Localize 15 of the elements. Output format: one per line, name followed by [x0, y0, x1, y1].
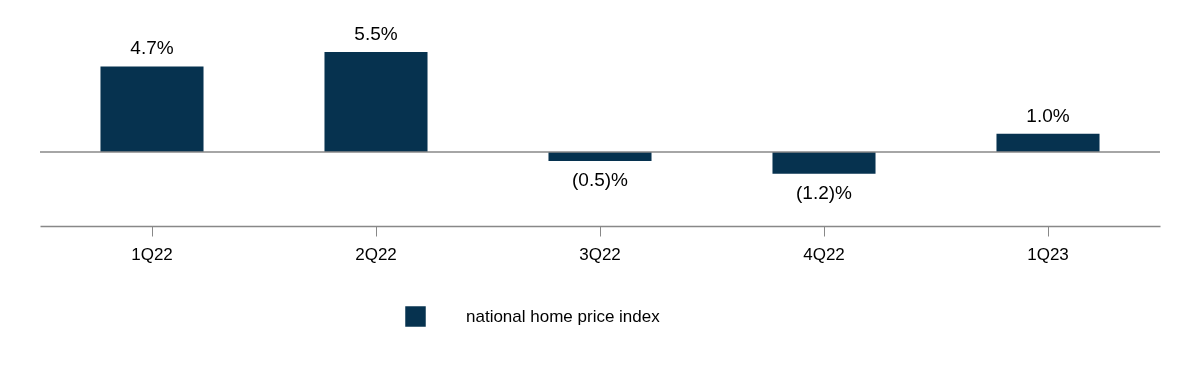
legend-label: national home price index	[466, 306, 661, 326]
x-tick-label: 1Q22	[131, 244, 173, 264]
x-tick-label: 4Q22	[803, 244, 845, 264]
bar	[324, 51, 428, 152]
x-tick-label: 2Q22	[355, 244, 397, 264]
data-label: 4.7%	[130, 37, 174, 59]
data-label: (1.2)%	[796, 181, 853, 203]
bar	[996, 133, 1100, 152]
bar	[772, 151, 876, 174]
x-tick-label: 3Q22	[579, 244, 621, 264]
x-tick-label: 1Q23	[1027, 244, 1069, 264]
bar	[100, 66, 204, 152]
data-label: 5.5%	[354, 22, 398, 44]
data-label: 1.0%	[1026, 104, 1070, 126]
data-label: (0.5)%	[572, 168, 629, 190]
